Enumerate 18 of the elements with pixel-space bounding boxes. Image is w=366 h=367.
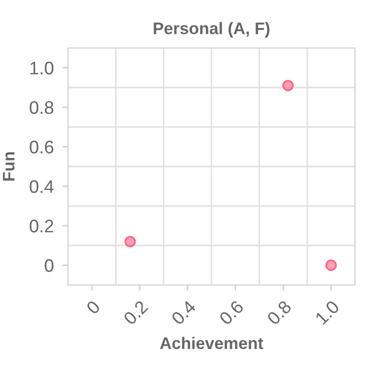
- y-tick-label: 1.0: [30, 62, 54, 74]
- x-tick-label: 0.4: [170, 300, 197, 326]
- y-tick-label: 0.4: [30, 180, 54, 193]
- x-tick-label: 0.6: [218, 300, 244, 326]
- y-tick-label: 0.8: [30, 101, 54, 114]
- y-axis-title: Fun: [2, 152, 15, 181]
- chart-title: Personal (A, F): [154, 22, 270, 38]
- point: [124, 236, 136, 248]
- x-tick-label: 1.0: [314, 300, 340, 326]
- x-tick-label: 0.8: [266, 300, 292, 326]
- y-tick-label: 0: [44, 259, 54, 272]
- y-tick-label: 0.2: [30, 220, 54, 232]
- x-axis-title: Achievement: [160, 336, 264, 350]
- point: [325, 260, 337, 271]
- x-tick-label: 0: [86, 300, 101, 315]
- x-tick-label: 0.2: [122, 300, 148, 326]
- point: [282, 80, 294, 92]
- y-tick-label: 0.6: [30, 140, 54, 154]
